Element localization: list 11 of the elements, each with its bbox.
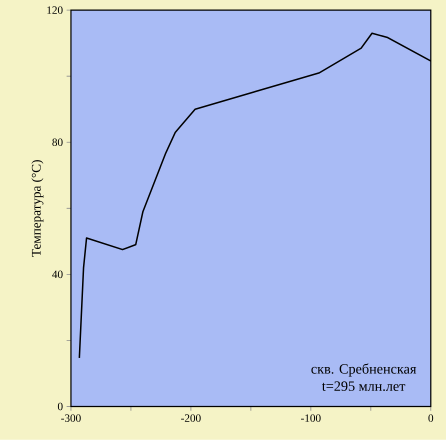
y-axis-title: Температура (°C): [31, 160, 44, 257]
x-tick-label: 0: [428, 414, 434, 422]
x-tick-label: -100: [301, 414, 321, 422]
y-tick-label: 80: [52, 138, 63, 146]
y-tick-label: 120: [47, 6, 63, 14]
x-tick-label: -300: [61, 414, 81, 422]
y-tick-label: 0: [58, 402, 63, 410]
y-tick-label: 40: [52, 270, 63, 278]
x-tick-label: -200: [181, 414, 201, 422]
annotation: скв. Сребненская: [311, 363, 416, 377]
annotation: t=295 млн.лет: [322, 381, 406, 392]
